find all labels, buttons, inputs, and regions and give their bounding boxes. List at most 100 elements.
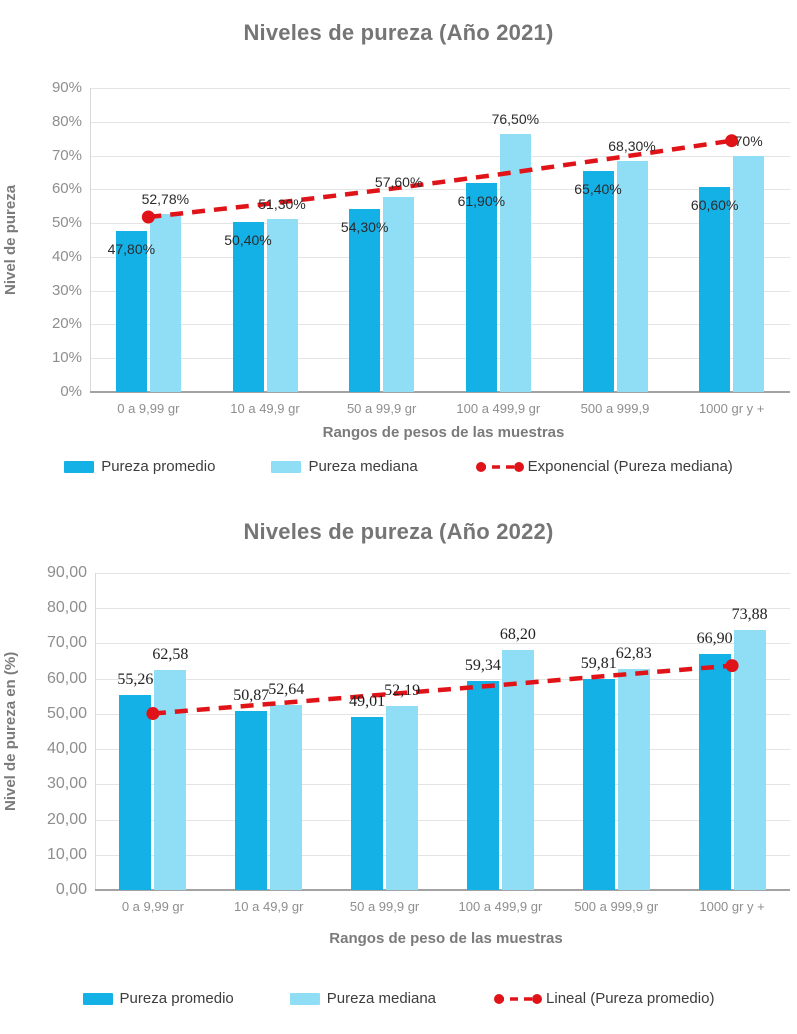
legend-label: Pureza mediana [308, 458, 418, 475]
x-tick-label: 50 a 99,9 gr [349, 899, 420, 914]
legend-swatch-icon [271, 460, 302, 473]
bar-pureza-promedio [466, 680, 499, 890]
bar-value-label: 50,40% [224, 231, 272, 248]
legend-item-trendline: Lineal (Pureza promedio) [492, 990, 714, 1007]
x-tick-label: 1000 gr y + [699, 899, 765, 914]
bar-pureza-promedio [119, 695, 152, 890]
bar-value-label: 51,30% [258, 195, 306, 212]
x-tick-label: 100 a 499,9 gr [456, 401, 541, 416]
legend-swatch-icon [289, 992, 320, 1005]
x-tick-label: 500 a 999,9 gr [574, 899, 659, 914]
x-tick-label: 1000 gr y + [698, 401, 765, 416]
trendline-path [152, 663, 733, 716]
bar-pureza-mediana [149, 213, 181, 392]
x-axis-title: Rangos de pesos de las muestras [322, 424, 565, 441]
y-tick-label: 60% [51, 180, 82, 198]
gridline [95, 643, 790, 645]
y-tick-label: 20,00 [46, 810, 87, 828]
bar-pureza-mediana [733, 155, 765, 392]
gridline [90, 121, 790, 123]
y-axis-line [95, 573, 96, 890]
gridline [95, 854, 790, 856]
gridline [90, 88, 790, 89]
bar-pureza-mediana [270, 704, 303, 890]
bar-pureza-promedio [465, 182, 497, 392]
y-tick-label: 0,00 [55, 881, 87, 898]
x-tick-label: 50 a 99,9 gr [346, 401, 417, 416]
y-tick-label: 40% [51, 247, 82, 265]
legend-label: Pureza mediana [326, 990, 437, 1007]
bar-pureza-promedio [698, 654, 731, 890]
y-tick-label: 50,00 [46, 704, 87, 722]
legend-item-pureza-promedio: Pureza promedio [82, 990, 234, 1007]
y-tick-label: 70% [51, 146, 82, 164]
bar-value-label: 59,81 [580, 655, 617, 673]
bar-value-label: 52,64 [268, 680, 305, 698]
gridline [95, 678, 790, 680]
x-tick-label: 0 a 9,99 gr [117, 401, 180, 416]
bar-value-label: 66,90 [696, 630, 733, 648]
y-tick-label: 80% [51, 112, 82, 130]
trendline-endpoint-marker [141, 210, 155, 224]
bar-pureza-promedio [115, 230, 147, 392]
bar-pureza-mediana [383, 197, 415, 392]
bar-pureza-mediana [266, 218, 298, 392]
bar-value-label: 49,01 [349, 693, 386, 711]
bar-pureza-promedio [582, 171, 614, 392]
bar-pureza-promedio [349, 208, 381, 392]
bar-value-label: 60,60% [690, 197, 739, 214]
x-axis-line [90, 391, 790, 393]
bar-value-label: 50,87 [233, 686, 270, 704]
chart-title: Niveles de pureza (Año 2022) [243, 519, 554, 544]
y-tick-label: 60,00 [46, 669, 87, 687]
gridline [90, 324, 790, 326]
bar-value-label: 59,34 [464, 656, 501, 674]
legend-item-pureza-mediana: Pureza mediana [271, 458, 418, 475]
legend-item-pureza-mediana: Pureza mediana [289, 990, 437, 1007]
bar-value-label: 52,19 [384, 682, 421, 700]
trendline-legend-icon [494, 993, 543, 1004]
purity-chart-2021: Niveles de pureza (Año 2021) Nivel de pu… [0, 0, 797, 500]
gridline [90, 189, 790, 191]
y-axis-title: Nivel de pureza [2, 184, 19, 296]
y-axis-title: Nivel de pureza en (%) [2, 651, 19, 812]
bar-value-label: 70% [734, 132, 763, 149]
trendline-legend-dot [513, 461, 524, 472]
gridline [95, 784, 790, 786]
y-tick-label: 90% [51, 79, 82, 96]
bar-value-label: 76,50% [491, 110, 540, 127]
gridline [95, 713, 790, 715]
gridline [95, 608, 790, 610]
x-tick-label: 500 a 999,9 [580, 401, 650, 416]
gridline [90, 223, 790, 225]
bar-pureza-mediana [499, 133, 531, 392]
bar-pureza-mediana [616, 161, 648, 392]
bar-value-label: 62,58 [152, 645, 189, 663]
x-tick-label: 100 a 499,9 gr [458, 899, 543, 914]
y-tick-label: 80,00 [46, 599, 87, 617]
trendline [146, 659, 739, 721]
gridline [90, 358, 790, 360]
bar-pureza-promedio [235, 710, 268, 890]
legend-item-pureza-promedio: Pureza promedio [64, 458, 215, 475]
x-axis-line [95, 889, 790, 891]
x-tick-label: 10 a 49,9 gr [234, 899, 304, 914]
y-tick-label: 10,00 [46, 845, 87, 863]
y-axis-line [90, 88, 91, 392]
bar-value-label: 52,78% [141, 190, 190, 207]
bar-value-label: 54,30% [340, 218, 389, 235]
y-tick-label: 30% [51, 281, 82, 299]
x-axis-title: Rangos de peso de las muestras [329, 930, 563, 947]
bar-pureza-promedio [351, 717, 384, 890]
x-tick-label: 0 a 9,99 gr [121, 899, 184, 914]
bar-value-label: 55,26 [117, 671, 154, 689]
bar-value-label: 68,20 [499, 625, 536, 643]
y-tick-label: 90,00 [46, 564, 87, 581]
bar-pureza-mediana [154, 669, 187, 890]
trendline [141, 134, 739, 224]
legend-label: Lineal (Pureza promedio) [546, 990, 715, 1007]
legend: Pureza promedio Pureza mediana Lineal (Pur… [0, 990, 797, 1007]
gridline [95, 573, 790, 574]
trendline-legend-dot [475, 461, 486, 472]
